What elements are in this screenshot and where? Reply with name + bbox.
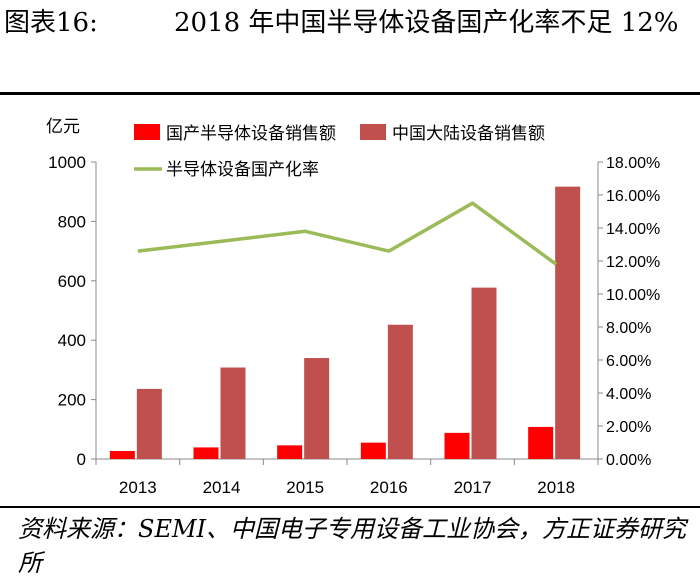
bar-domestic-2015 (277, 445, 303, 459)
y-tick-label: 800 (58, 212, 86, 231)
figure-title-text: 2018 年中国半导体设备国产化率不足 12% (174, 8, 679, 38)
legend-swatch-domestic (134, 124, 160, 140)
bar-china-total-2013 (136, 388, 162, 459)
y2-tick-label: 16.00% (606, 188, 660, 205)
legend-label-localization-rate: 半导体设备国产化率 (166, 160, 319, 179)
y-tick-label: 0 (77, 450, 86, 469)
bar-china-total-2015 (304, 358, 330, 459)
y-axis-unit-label: 亿元 (46, 117, 80, 136)
bar-china-total-2014 (220, 367, 246, 459)
x-tick-label: 2016 (370, 478, 408, 497)
y2-tick-label: 6.00% (606, 353, 651, 370)
y-tick-label: 400 (58, 331, 86, 350)
bar-domestic-2018 (528, 426, 554, 459)
y2-tick-label: 4.00% (606, 386, 651, 403)
bar-china-total-2017 (471, 287, 497, 459)
y-tick-label: 200 (58, 391, 86, 410)
y2-tick-label: 0.00% (606, 452, 651, 469)
bar-china-total-2018 (555, 186, 581, 459)
y2-tick-label: 14.00% (606, 221, 660, 238)
y2-tick-label: 2.00% (606, 419, 651, 436)
bar-domestic-2017 (444, 432, 470, 459)
source-note: 资料来源：SEMI、中国电子专用设备工业协会，方正证券研究所 (18, 515, 687, 577)
x-tick-label: 2013 (119, 478, 157, 497)
x-tick-label: 2014 (203, 478, 241, 497)
bar-china-total-2016 (387, 324, 413, 459)
line-localization-rate (137, 201, 558, 266)
y-tick-label: 600 (58, 272, 86, 291)
bar-domestic-2014 (193, 447, 219, 459)
figure-title: 图表16: 2018 年中国半导体设备国产化率不足 12% (4, 0, 694, 47)
x-tick-label: 2018 (537, 478, 575, 497)
legend-label-domestic: 国产半导体设备销售额 (166, 124, 336, 143)
y-tick-label: 1000 (48, 153, 86, 172)
bar-domestic-2013 (109, 450, 135, 459)
legend-swatch-china-total (360, 124, 386, 140)
x-tick-label: 2017 (454, 478, 492, 497)
bottom-rule (0, 506, 700, 508)
figure-label: 图表16: (4, 8, 98, 38)
top-rule (0, 92, 700, 95)
y2-tick-label: 8.00% (606, 320, 651, 337)
bar-domestic-2016 (360, 442, 386, 459)
y2-tick-label: 12.00% (606, 254, 660, 271)
y2-tick-label: 18.00% (606, 155, 660, 172)
x-tick-label: 2015 (286, 478, 324, 497)
legend-label-china-total: 中国大陆设备销售额 (392, 124, 545, 143)
y2-tick-label: 10.00% (606, 287, 660, 304)
